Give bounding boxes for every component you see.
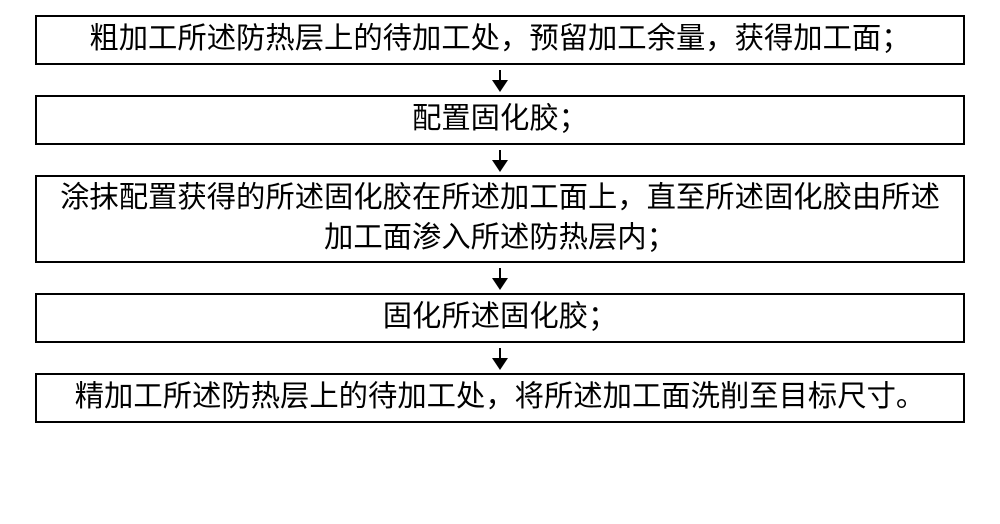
step-text: 涂抹配置获得的所述固化胶在所述加工面上，直至所述固化胶由所述加工面渗入所述防热层… [49,179,951,258]
step-box-1: 粗加工所述防热层上的待加工处，预留加工余量，获得加工面； [35,15,965,65]
step-text: 固化所述固化胶； [383,298,618,338]
flowchart-container: 粗加工所述防热层上的待加工处，预留加工余量，获得加工面； 配置固化胶； 涂抹配置… [0,0,1000,524]
step-text: 精加工所述防热层上的待加工处，将所述加工面洗削至目标尺寸。 [75,378,926,418]
arrow-1 [35,65,965,95]
step-text: 粗加工所述防热层上的待加工处，预留加工余量，获得加工面； [89,20,910,60]
step-box-5: 精加工所述防热层上的待加工处，将所述加工面洗削至目标尺寸。 [35,373,965,423]
step-box-2: 配置固化胶； [35,95,965,145]
arrow-4 [35,343,965,373]
step-text: 配置固化胶； [412,100,588,140]
step-box-3: 涂抹配置获得的所述固化胶在所述加工面上，直至所述固化胶由所述加工面渗入所述防热层… [35,175,965,263]
step-box-4: 固化所述固化胶； [35,293,965,343]
arrow-2 [35,145,965,175]
arrow-3 [35,263,965,293]
